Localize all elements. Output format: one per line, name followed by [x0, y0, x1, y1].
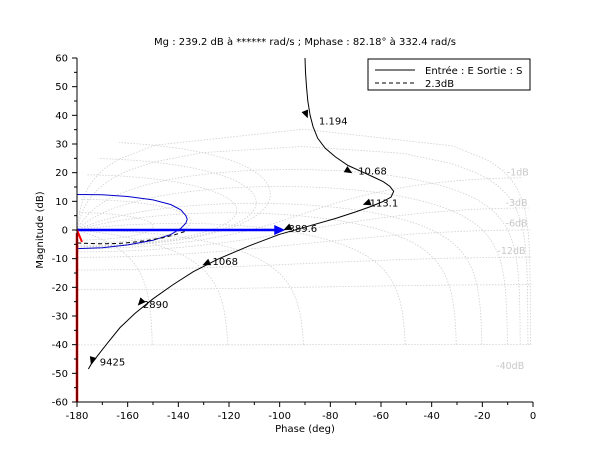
isophase-contour	[77, 168, 521, 345]
isophase-contour	[78, 202, 483, 345]
y-tick-label: -30	[52, 312, 68, 323]
isogain-label: -40dB	[496, 361, 524, 372]
direction-arrowhead	[89, 356, 97, 365]
isogain-contour	[78, 284, 532, 291]
legend-box	[367, 58, 531, 91]
isophase-contour	[77, 128, 531, 345]
y-tick-label: 0	[62, 226, 68, 237]
y-tick-label: 20	[55, 168, 68, 179]
isogain-label: -3dB	[506, 198, 528, 209]
y-tick-label: 30	[55, 140, 68, 151]
y-tick-label: -60	[52, 398, 68, 409]
x-tick-label: -180	[66, 411, 89, 422]
isophase-contour	[80, 230, 229, 345]
gain-margin-arrowhead	[76, 229, 83, 243]
frequency-label: 389.6	[289, 224, 318, 235]
frequency-label: 9425	[100, 357, 125, 368]
isophase-contour	[77, 146, 529, 345]
y-tick-label: -40	[52, 340, 68, 351]
legend-entry-label: Entrée : E Sortie : S	[425, 65, 523, 77]
isogain-label: -12dB	[497, 246, 525, 257]
stability-margin-contour	[77, 194, 188, 250]
direction-arrowhead	[362, 198, 372, 206]
frequency-label: 1.194	[319, 117, 348, 128]
x-tick-label: -60	[373, 411, 389, 422]
isogain-label: -1dB	[507, 168, 529, 179]
direction-arrowhead	[137, 297, 146, 306]
reference-curve-2-3dB	[77, 227, 194, 245]
x-tick-label: -40	[423, 411, 439, 422]
isophase-contour	[79, 212, 457, 345]
clipped-group	[77, 58, 395, 370]
direction-arrowhead	[343, 166, 353, 174]
x-tick-label: -160	[116, 411, 139, 422]
isogain-label: -6dB	[506, 219, 528, 230]
y-tick-label: -50	[52, 369, 68, 380]
isogain-contour	[77, 174, 238, 247]
y-tick-label: 60	[55, 54, 68, 65]
x-tick-label: -100	[268, 411, 291, 422]
isophase-contour	[80, 223, 406, 345]
x-tick-label: -80	[322, 411, 338, 422]
frequency-label: 113.1	[370, 198, 399, 209]
y-tick-label: -10	[52, 254, 68, 265]
phase-margin-arrowhead	[274, 225, 286, 235]
x-tick-label: -140	[167, 411, 190, 422]
x-tick-label: 0	[530, 411, 536, 422]
frequency-label: 10.68	[358, 167, 387, 178]
legend-entry-label: 2.3dB	[425, 79, 454, 90]
x-axis-label: Phase (deg)	[275, 424, 335, 435]
frequency-label: 1068	[213, 257, 238, 268]
x-tick-label: -20	[474, 411, 490, 422]
y-tick-label: 10	[55, 197, 68, 208]
isogain-contour	[77, 212, 154, 241]
x-tick-label: -120	[218, 411, 241, 422]
direction-arrowhead	[202, 258, 212, 266]
y-tick-label: -20	[52, 283, 68, 294]
isogain-contour	[77, 207, 529, 253]
y-axis-label: Magnitude (dB)	[35, 191, 46, 268]
y-tick-label: 40	[55, 111, 68, 122]
legend: Entrée : E Sortie : S 2.3dB	[367, 58, 531, 91]
y-tick-label: 50	[55, 82, 68, 93]
isogain-contour	[77, 229, 531, 258]
direction-arrowhead	[283, 223, 293, 230]
frequency-response-curve	[87, 58, 395, 370]
frequency-label: 2890	[143, 300, 168, 311]
axes: -180 -160 -140 -120 -100 -80 -60 -40 -20 0-60-50-…	[52, 54, 537, 423]
isogain-contour	[78, 256, 532, 271]
chart-title: Mg : 239.2 dB à ****** rad/s ; Mphase : …	[154, 36, 456, 48]
direction-arrowhead	[301, 109, 309, 119]
